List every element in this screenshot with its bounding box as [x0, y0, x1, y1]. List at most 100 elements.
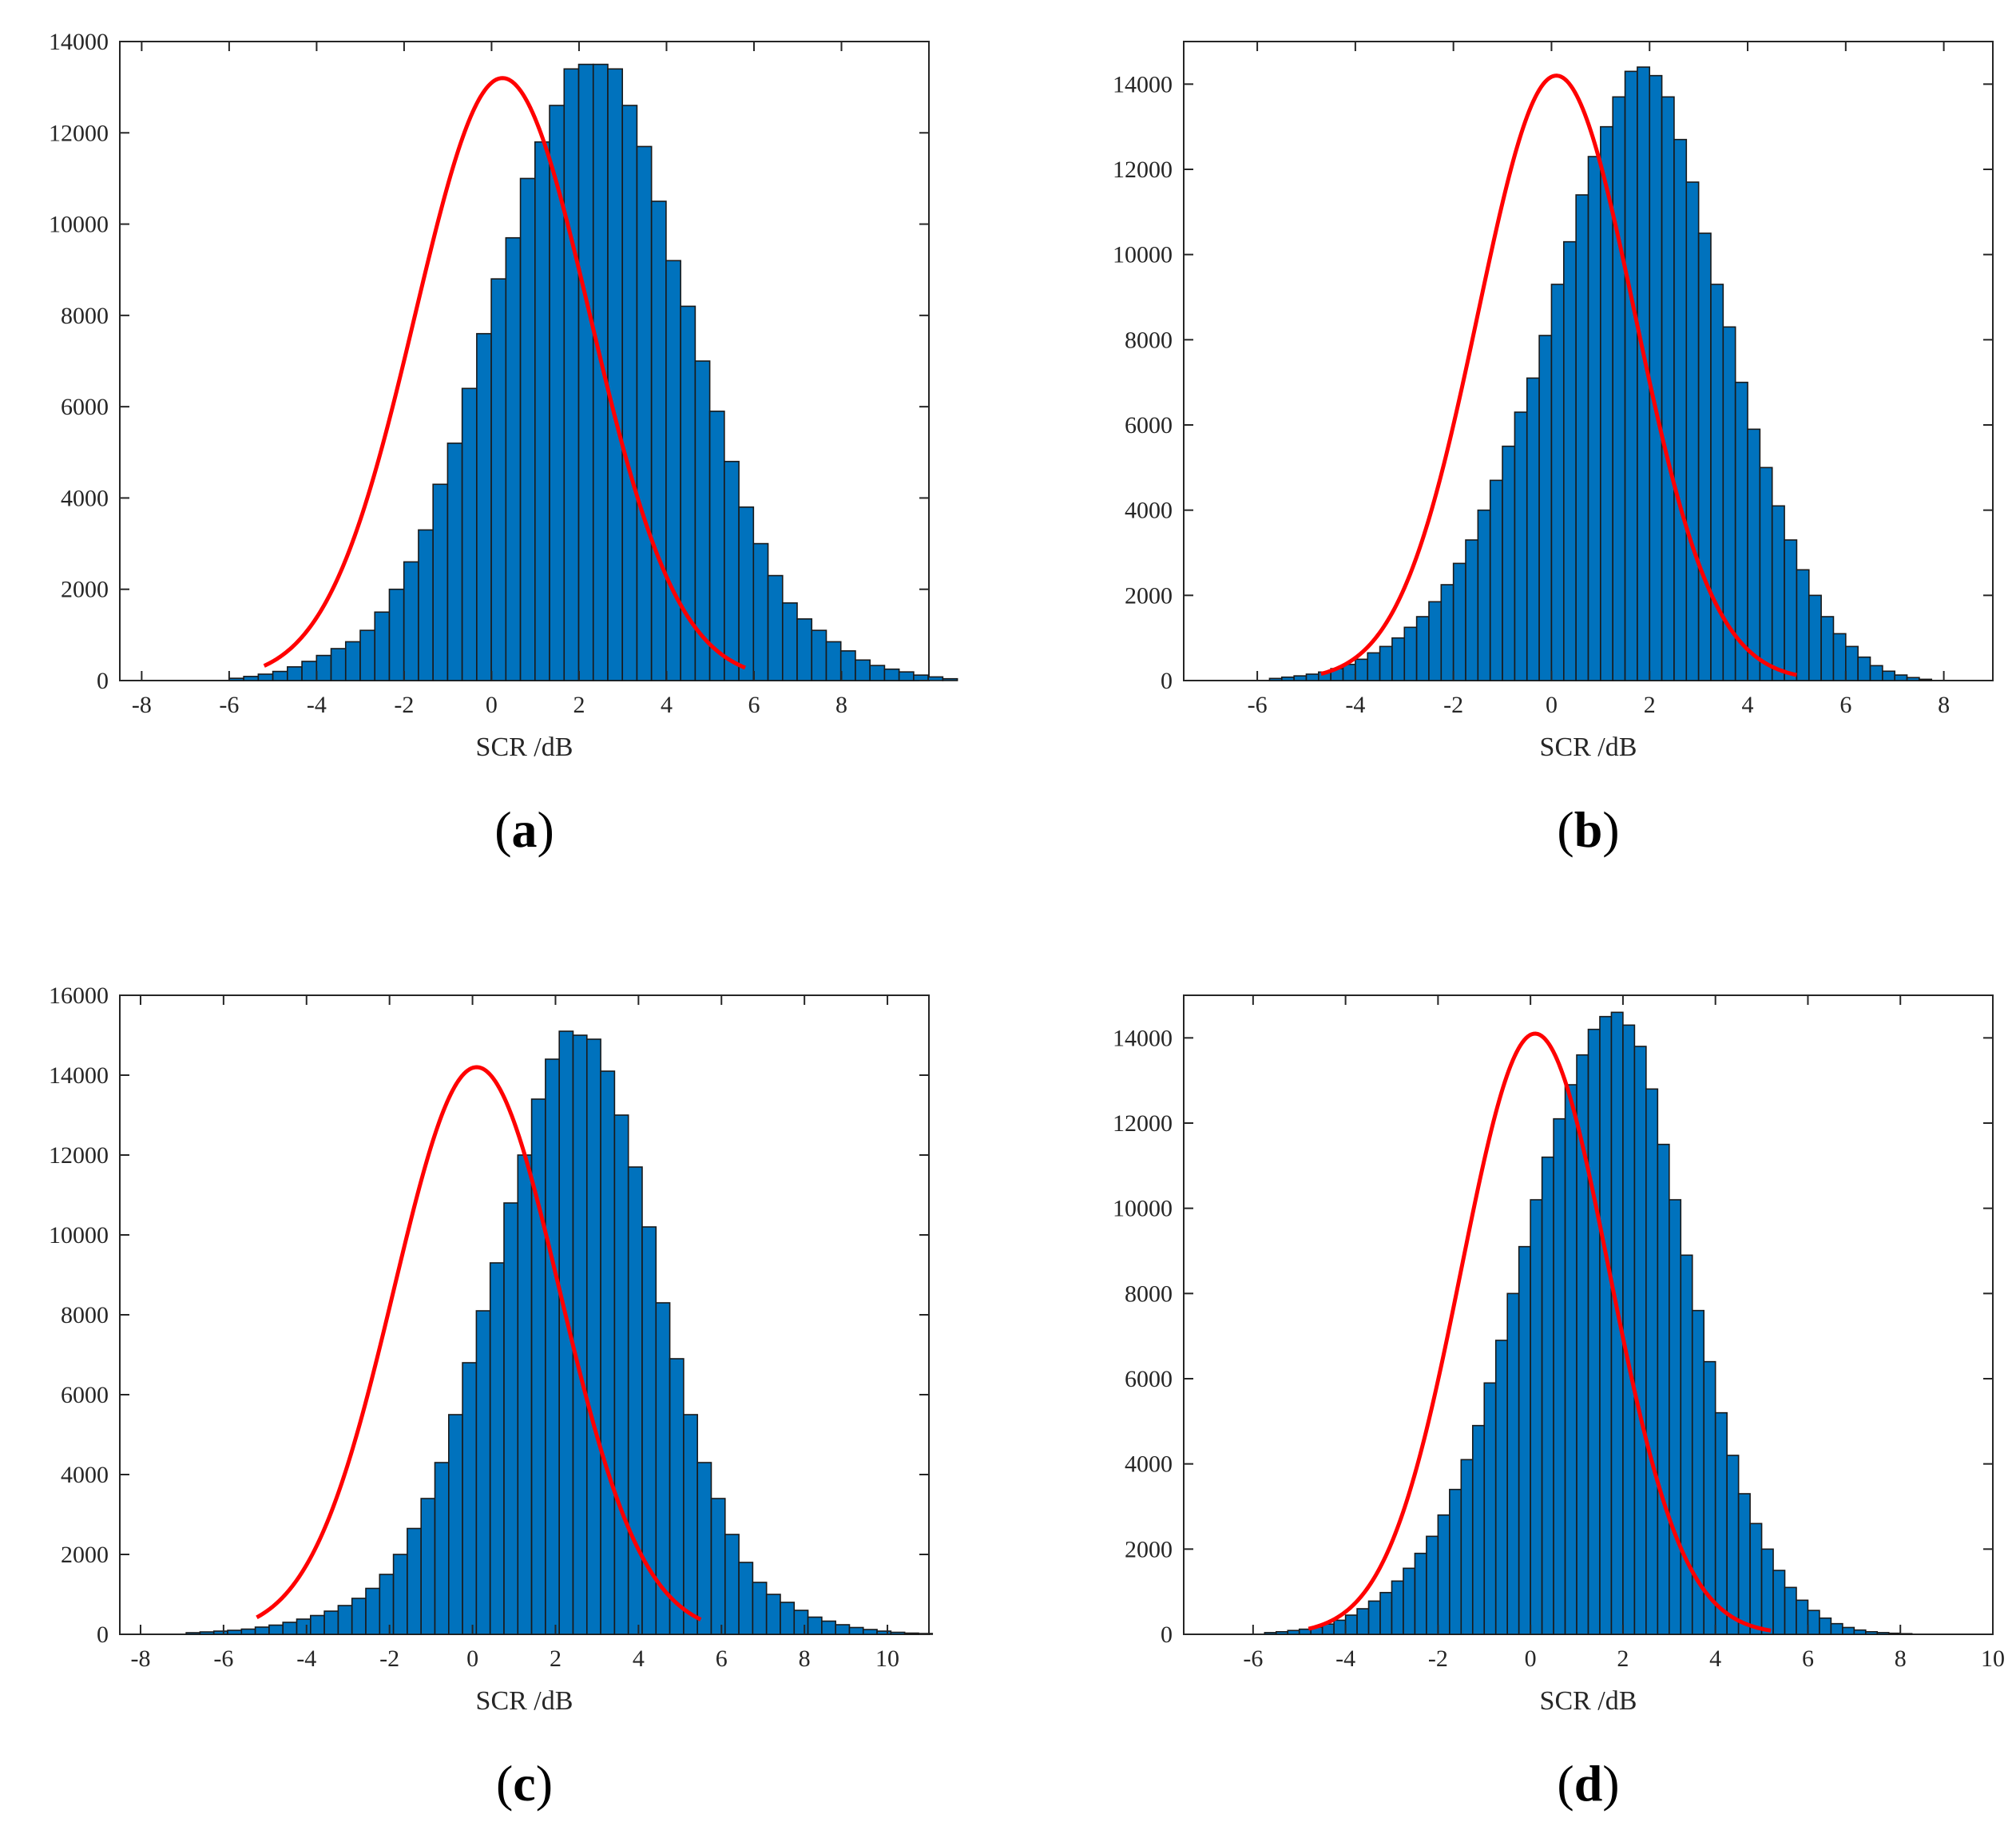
histogram-bar: [1772, 1570, 1786, 1635]
histogram-bar: [1865, 1631, 1879, 1635]
x-tick-label: 8: [1895, 1645, 1907, 1672]
x-tick-label: 6: [1802, 1645, 1814, 1672]
histogram-bar: [650, 200, 667, 681]
x-tick-label: -2: [1443, 692, 1463, 718]
x-tick-label: 4: [633, 1645, 645, 1672]
histogram-bar: [1680, 1254, 1693, 1635]
histogram-bar: [212, 1630, 228, 1635]
y-tick-label: 0: [1161, 1622, 1173, 1648]
y-tick-label: 2000: [1125, 1536, 1173, 1562]
histogram-bar: [549, 105, 566, 681]
x-tick-label: -2: [379, 1645, 399, 1672]
y-tick-label: 2000: [1125, 582, 1173, 609]
x-tick-label: -4: [296, 1645, 316, 1672]
histogram-bar: [724, 1534, 740, 1635]
histogram-bar: [683, 1414, 698, 1635]
histogram-bar: [1564, 1084, 1577, 1635]
histogram-bar: [1645, 1088, 1659, 1635]
x-tick-label: -2: [394, 692, 414, 718]
x-tick-label: -4: [1335, 1645, 1355, 1672]
panel-d: -6 -4 -2 0 2 4 6 8 10 0 2000 4000 6000 8000 10000 12000…: [1113, 994, 2005, 1812]
histogram-bar: [315, 654, 332, 681]
histogram-bar: [475, 1310, 491, 1635]
histogram-bar: [287, 666, 303, 681]
histogram-bar: [1760, 1548, 1774, 1635]
y-tick-label: 6000: [1125, 1366, 1173, 1392]
histogram-bar: [1391, 1580, 1404, 1635]
histogram-bar: [1796, 569, 1810, 681]
panel-c: -8 -6 -4 -2 0 2 4 6 8 10 0 2000 4000 6000 8000 10000 120…: [49, 982, 934, 1812]
x-tick-label: -6: [1243, 1645, 1263, 1672]
histogram-bar: [738, 506, 755, 681]
histogram-bar: [1356, 1608, 1370, 1635]
histogram-bar: [392, 1554, 408, 1635]
histogram-bar: [461, 387, 478, 681]
y-tick-label: 0: [97, 668, 109, 694]
histogram-bar: [1830, 1622, 1843, 1635]
y-tick-label: 2000: [61, 577, 109, 603]
histogram-bar: [1845, 645, 1859, 681]
histogram-bar: [1714, 1411, 1728, 1635]
histogram-bar: [1857, 656, 1871, 681]
histogram-bar: [1280, 676, 1295, 681]
y-tick-label: 4000: [1125, 498, 1173, 524]
histogram-bar: [821, 1620, 836, 1635]
y-tick-label: 8000: [1125, 327, 1173, 353]
y-tick-label: 8000: [1125, 1280, 1173, 1307]
histogram-bar: [1649, 74, 1663, 681]
x-tick-label: 2: [1644, 692, 1656, 718]
histogram-bar: [517, 1154, 533, 1635]
histogram-bar: [1538, 335, 1553, 681]
histogram-bar: [1612, 96, 1626, 681]
histogram-bar: [519, 177, 536, 681]
histogram-bar: [876, 1630, 892, 1635]
histogram-bar: [365, 1587, 381, 1635]
y-tick-label: 12000: [1113, 1110, 1173, 1137]
x-tick-label: 0: [486, 692, 498, 718]
histogram-bar: [403, 561, 419, 681]
y-tick-label: 10000: [1113, 242, 1173, 268]
panel-label: (b): [1557, 801, 1619, 858]
histogram-bar: [1882, 670, 1896, 681]
fitted-normal-curve: [263, 76, 746, 670]
histogram-bar: [1437, 1514, 1450, 1635]
histogram-bar: [696, 1462, 712, 1635]
histogram-bar: [374, 611, 391, 681]
panel-a: -8 -6 -4 -2 0 2 4 6 8 0 2000 4000 6000 8000 10000 12000…: [49, 29, 958, 858]
histogram-bar: [1502, 445, 1516, 681]
x-tick-label: 2: [573, 692, 585, 718]
x-tick-label: 0: [466, 1645, 478, 1672]
histogram-bar: [1333, 1619, 1347, 1635]
panel-b: -6 -4 -2 0 2 4 6 8 0 2000 4000 6000 8000 10000 12000 14…: [1113, 41, 1994, 858]
histogram-bar: [337, 1605, 353, 1635]
y-tick-label: 12000: [1113, 157, 1173, 183]
histogram-bar: [534, 141, 550, 681]
histogram-bar: [199, 1631, 215, 1635]
fitted-normal-curve: [1320, 73, 1797, 677]
fitted-normal-curve: [1308, 1031, 1772, 1633]
x-tick-label: 0: [1546, 692, 1558, 718]
histogram-bar: [272, 670, 288, 681]
histogram-bar: [765, 1594, 781, 1635]
y-tick-label: 6000: [1125, 412, 1173, 439]
histogram-bar: [268, 1624, 284, 1635]
histogram-bar: [1819, 1617, 1832, 1635]
panel-label: (c): [496, 1755, 553, 1812]
histogram-bar: [1784, 539, 1798, 681]
histogram-bar: [1452, 562, 1466, 681]
histogram-bar: [1293, 675, 1308, 681]
histogram-bar: [1415, 616, 1430, 681]
histogram-bar: [282, 1622, 298, 1635]
histogram-bar: [724, 460, 740, 681]
histogram-bar: [1759, 466, 1773, 681]
histogram-bar: [1726, 1455, 1740, 1635]
x-axis-label: SCR /dB: [1540, 1686, 1637, 1716]
histogram-bar: [1460, 1459, 1474, 1635]
histogram-bar: [359, 629, 376, 681]
histogram-bar: [323, 1610, 339, 1635]
fitted-normal-curve: [256, 1065, 702, 1622]
histogram-bars: [228, 63, 958, 681]
x-tick-label: 10: [875, 1645, 899, 1672]
histogram-bar: [767, 574, 784, 681]
histogram-bar: [607, 68, 624, 681]
